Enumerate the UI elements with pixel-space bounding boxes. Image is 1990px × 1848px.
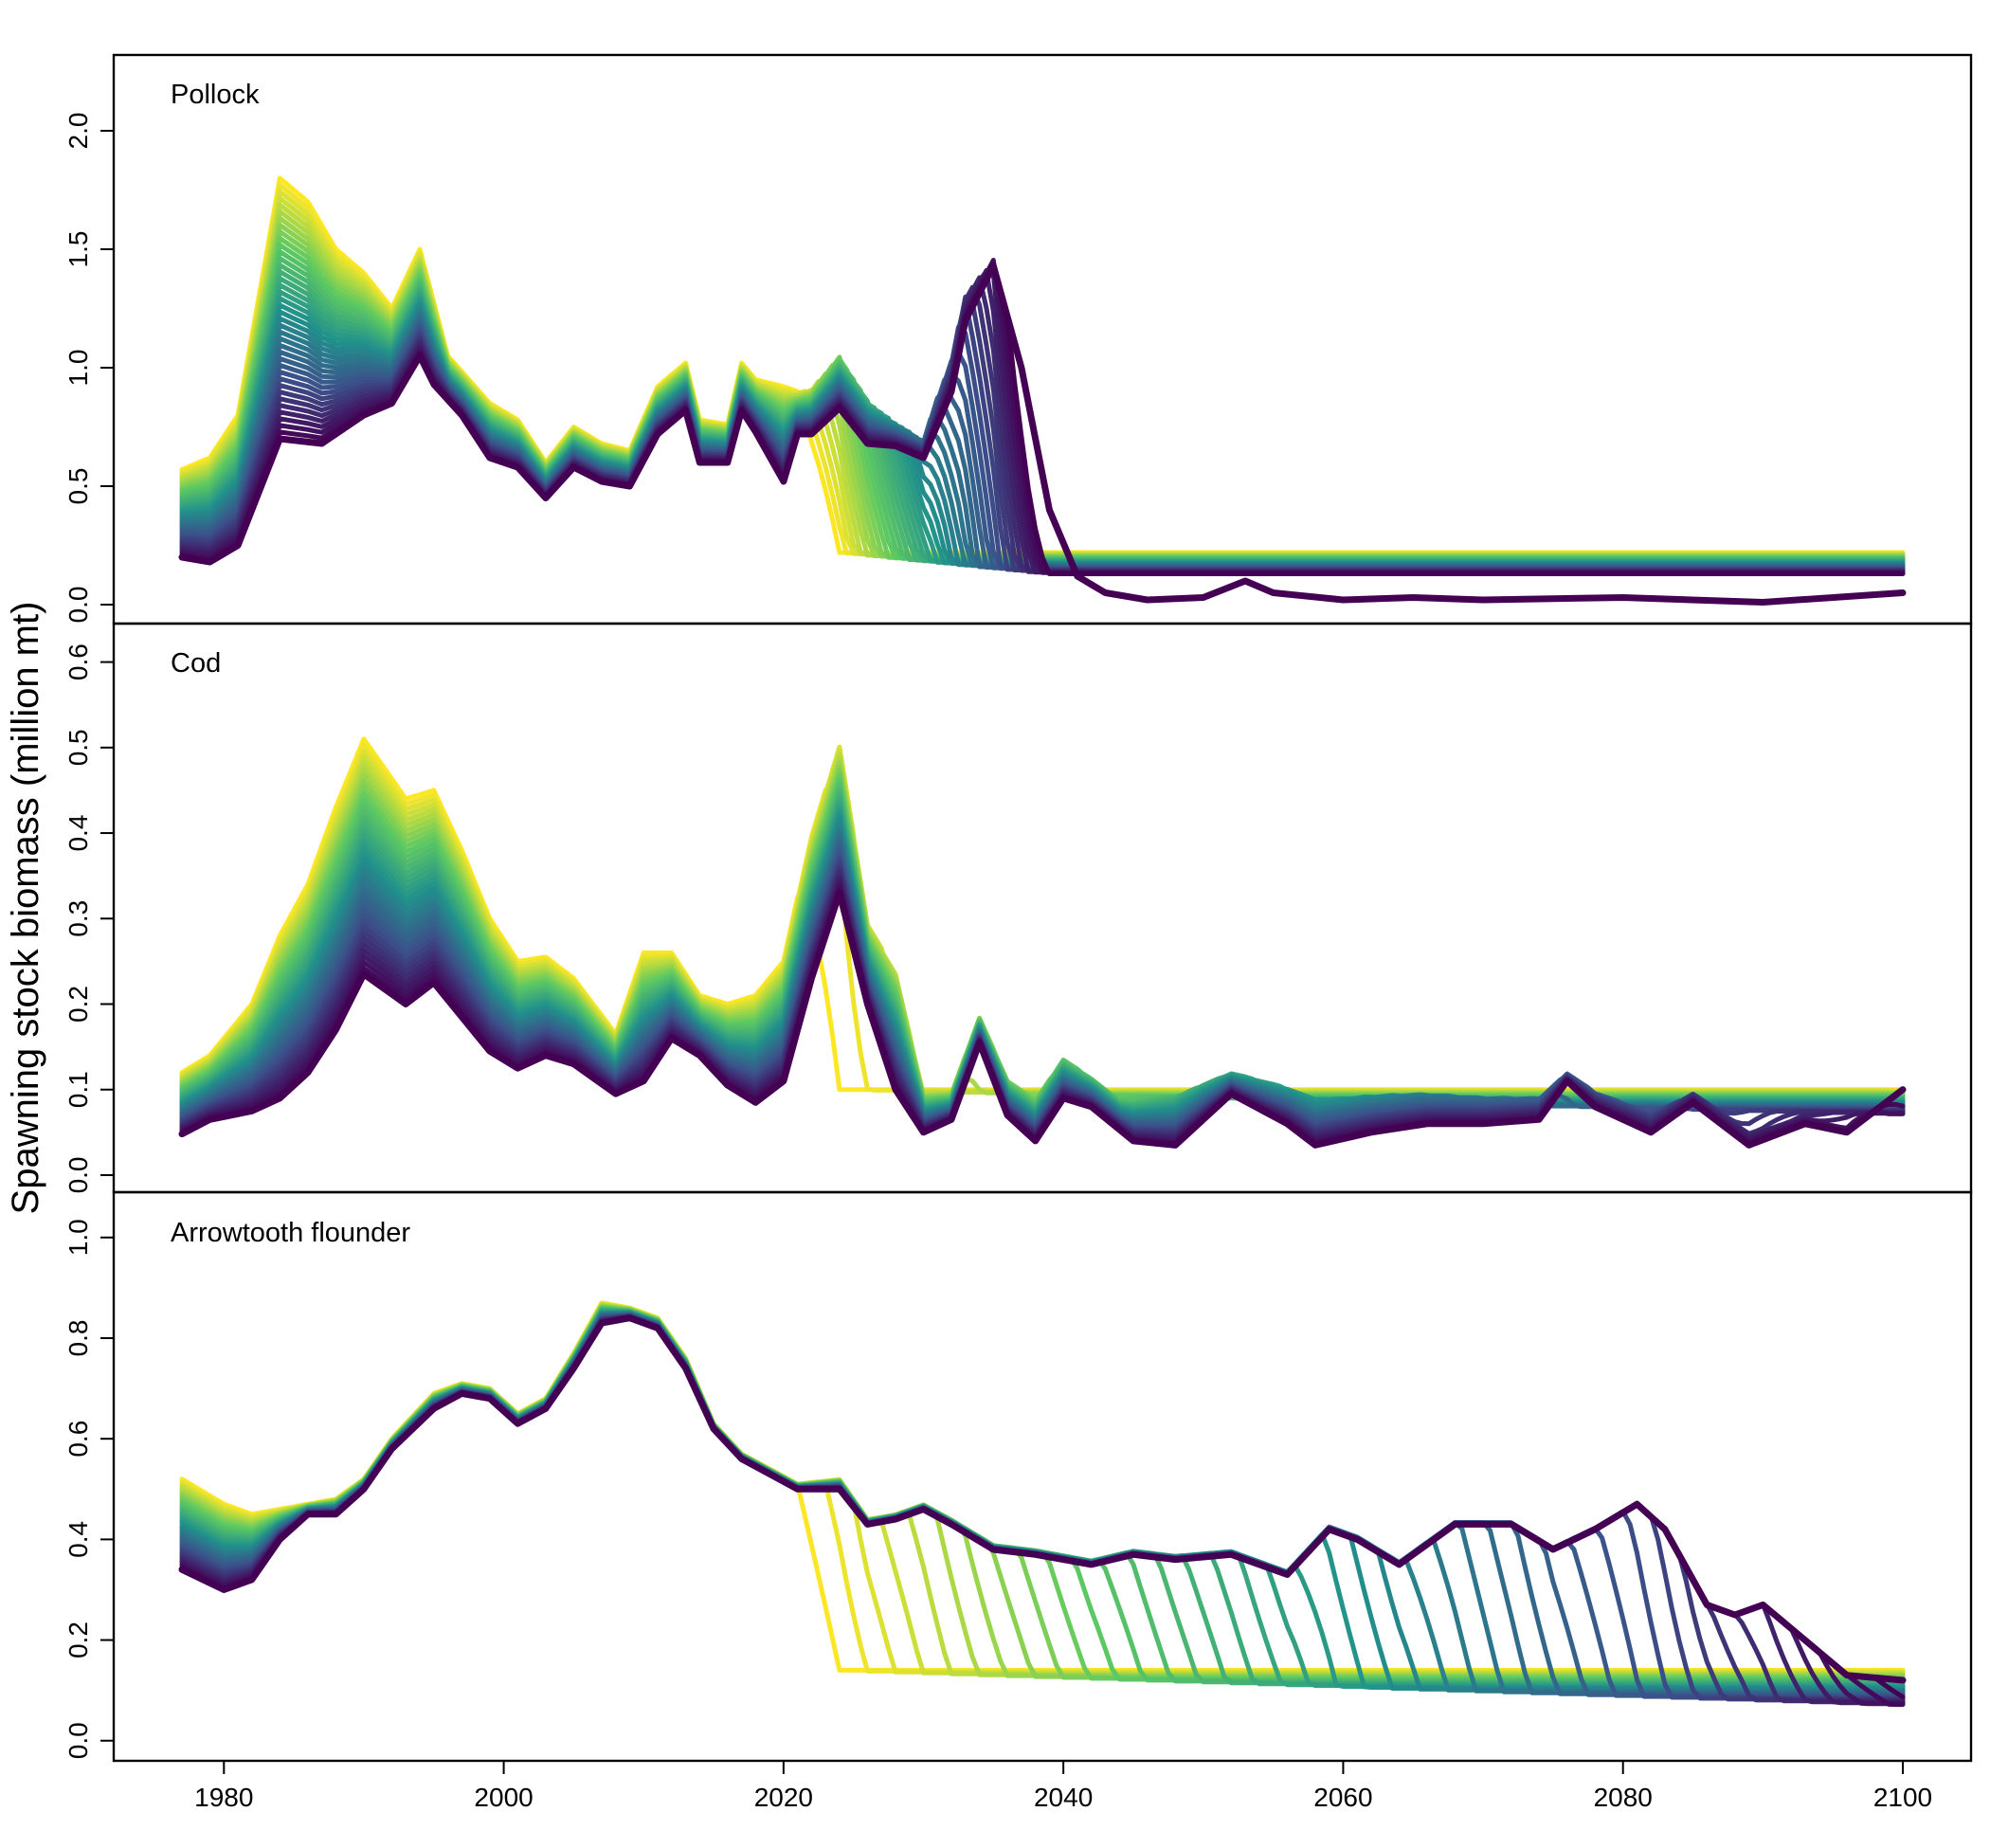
series-line xyxy=(179,249,1906,561)
x-tick-label: 2040 xyxy=(1034,1783,1093,1812)
y-tick-label: 0.5 xyxy=(63,468,93,505)
series-line xyxy=(179,1311,1906,1691)
y-tick-label: 0.8 xyxy=(63,1320,93,1357)
series-line xyxy=(179,1300,1906,1673)
series-line xyxy=(179,1313,1906,1700)
y-tick-label: 0.3 xyxy=(63,900,93,937)
series-line xyxy=(179,1304,1906,1680)
series-line xyxy=(179,1312,1906,1696)
y-tick-label: 0.5 xyxy=(63,729,93,766)
cod-series-group xyxy=(178,736,1907,1149)
y-tick-label: 1.0 xyxy=(63,350,93,387)
series-line xyxy=(179,268,1906,575)
series-line xyxy=(179,243,1906,561)
highlight-series-line xyxy=(178,1314,1907,1684)
y-tick-label: 0.0 xyxy=(63,1156,93,1193)
y-tick-label: 1.0 xyxy=(63,1219,93,1256)
highlight-series-line xyxy=(178,889,1907,1149)
series-line xyxy=(179,1310,1906,1690)
x-tick-label: 2020 xyxy=(754,1783,813,1812)
series-line xyxy=(179,256,1906,562)
series-line xyxy=(179,261,1906,576)
arrowtooth-panel: 0.0 0.2 0.4 0.6 0.8 1.0 Arrowtooth flounder xyxy=(63,1218,1907,1759)
y-tick-label: 1.5 xyxy=(63,231,93,268)
y-axis-title: Spawning stock biomass (million mt) xyxy=(5,602,46,1215)
x-tick-label: 2080 xyxy=(1594,1783,1653,1812)
panel-frame-arrowtooth xyxy=(112,1190,1973,1763)
cod-panel-label: Cod xyxy=(171,648,221,679)
y-tick-label: 0.6 xyxy=(63,1421,93,1458)
y-tick-label: 0.4 xyxy=(63,1521,93,1558)
x-tick-label: 2060 xyxy=(1313,1783,1372,1812)
arrowtooth-y-axis: 0.0 0.2 0.4 0.6 0.8 1.0 xyxy=(63,1219,114,1759)
y-tick-label: 2.0 xyxy=(63,113,93,150)
cod-y-axis: 0.0 0.1 0.2 0.3 0.4 0.5 0.6 xyxy=(63,643,114,1193)
series-line xyxy=(179,1311,1906,1694)
x-tick-label: 1980 xyxy=(194,1783,253,1812)
series-line xyxy=(179,236,1906,560)
arrowtooth-panel-label: Arrowtooth flounder xyxy=(171,1218,410,1248)
pollock-panel-label: Pollock xyxy=(171,80,260,110)
x-tick-label: 2000 xyxy=(474,1783,533,1812)
y-tick-label: 0.0 xyxy=(63,1722,93,1759)
pollock-y-axis: 0.0 0.5 1.0 1.5 2.0 xyxy=(63,113,114,624)
series-line xyxy=(179,1313,1906,1699)
series-line xyxy=(179,1311,1906,1692)
y-tick-label: 0.6 xyxy=(63,643,93,680)
series-line xyxy=(179,1313,1906,1697)
y-tick-label: 0.2 xyxy=(63,986,93,1023)
pollock-panel: 0.0 0.5 1.0 1.5 2.0 Pollock xyxy=(63,80,1907,624)
series-line xyxy=(179,1312,1906,1695)
y-tick-label: 0.2 xyxy=(63,1622,93,1658)
y-tick-label: 0.0 xyxy=(63,587,93,624)
arrowtooth-series-group xyxy=(178,1300,1907,1708)
x-tick-label: 2100 xyxy=(1873,1783,1932,1812)
y-tick-label: 0.1 xyxy=(63,1071,93,1108)
x-axis: 1980 2000 2020 2040 2060 2080 2100 xyxy=(194,1761,1932,1812)
highlight-series-line xyxy=(178,263,1907,606)
cod-panel: 0.0 0.1 0.2 0.3 0.4 0.5 0.6 Cod xyxy=(63,643,1907,1193)
pollock-series-group xyxy=(178,175,1907,606)
series-line xyxy=(179,1313,1906,1698)
series-line xyxy=(179,269,1906,563)
series-line xyxy=(179,263,1906,562)
series-line xyxy=(179,263,1906,576)
series-line xyxy=(179,1311,1906,1693)
series-line xyxy=(179,268,1906,574)
series-line xyxy=(179,1312,1906,1694)
series-line xyxy=(179,258,1906,575)
y-tick-label: 0.4 xyxy=(63,815,93,852)
